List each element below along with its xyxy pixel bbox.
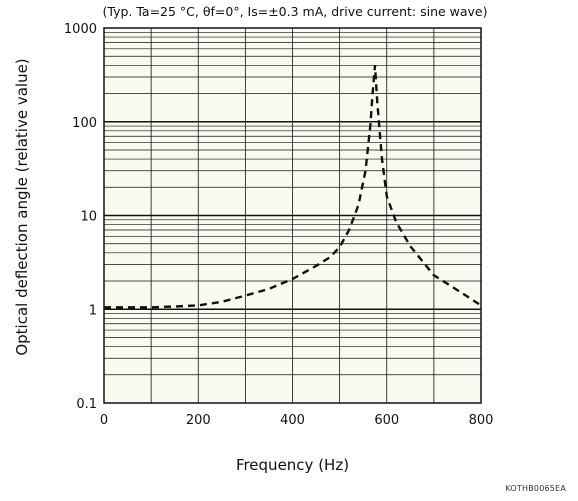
y-tick-label: 1 [89,303,97,318]
y-tick-label: 10 [80,210,97,225]
tick-labels: 0 200 400 600 800 0.1 1 10 100 1000 [64,22,494,428]
y-tick-label: 1000 [64,22,97,37]
grid-lines [104,28,481,403]
x-axis-label: Frequency (Hz) [235,456,350,474]
y-tick-label: 100 [72,116,97,131]
y-axis-label: Optical deflection angle (relative value… [13,58,31,356]
x-tick-label: 200 [186,413,211,428]
figure-code: KOTHB0065EA [505,484,566,493]
plot-frame [103,27,482,404]
x-tick-label: 600 [374,413,399,428]
x-tick-label: 400 [280,413,305,428]
y-tick-label: 0.1 [76,397,97,412]
x-tick-label: 800 [469,413,494,428]
x-tick-label: 0 [100,413,108,428]
chart-conditions: (Typ. Ta=25 °C, θf=0°, Is=±0.3 mA, drive… [102,4,488,19]
